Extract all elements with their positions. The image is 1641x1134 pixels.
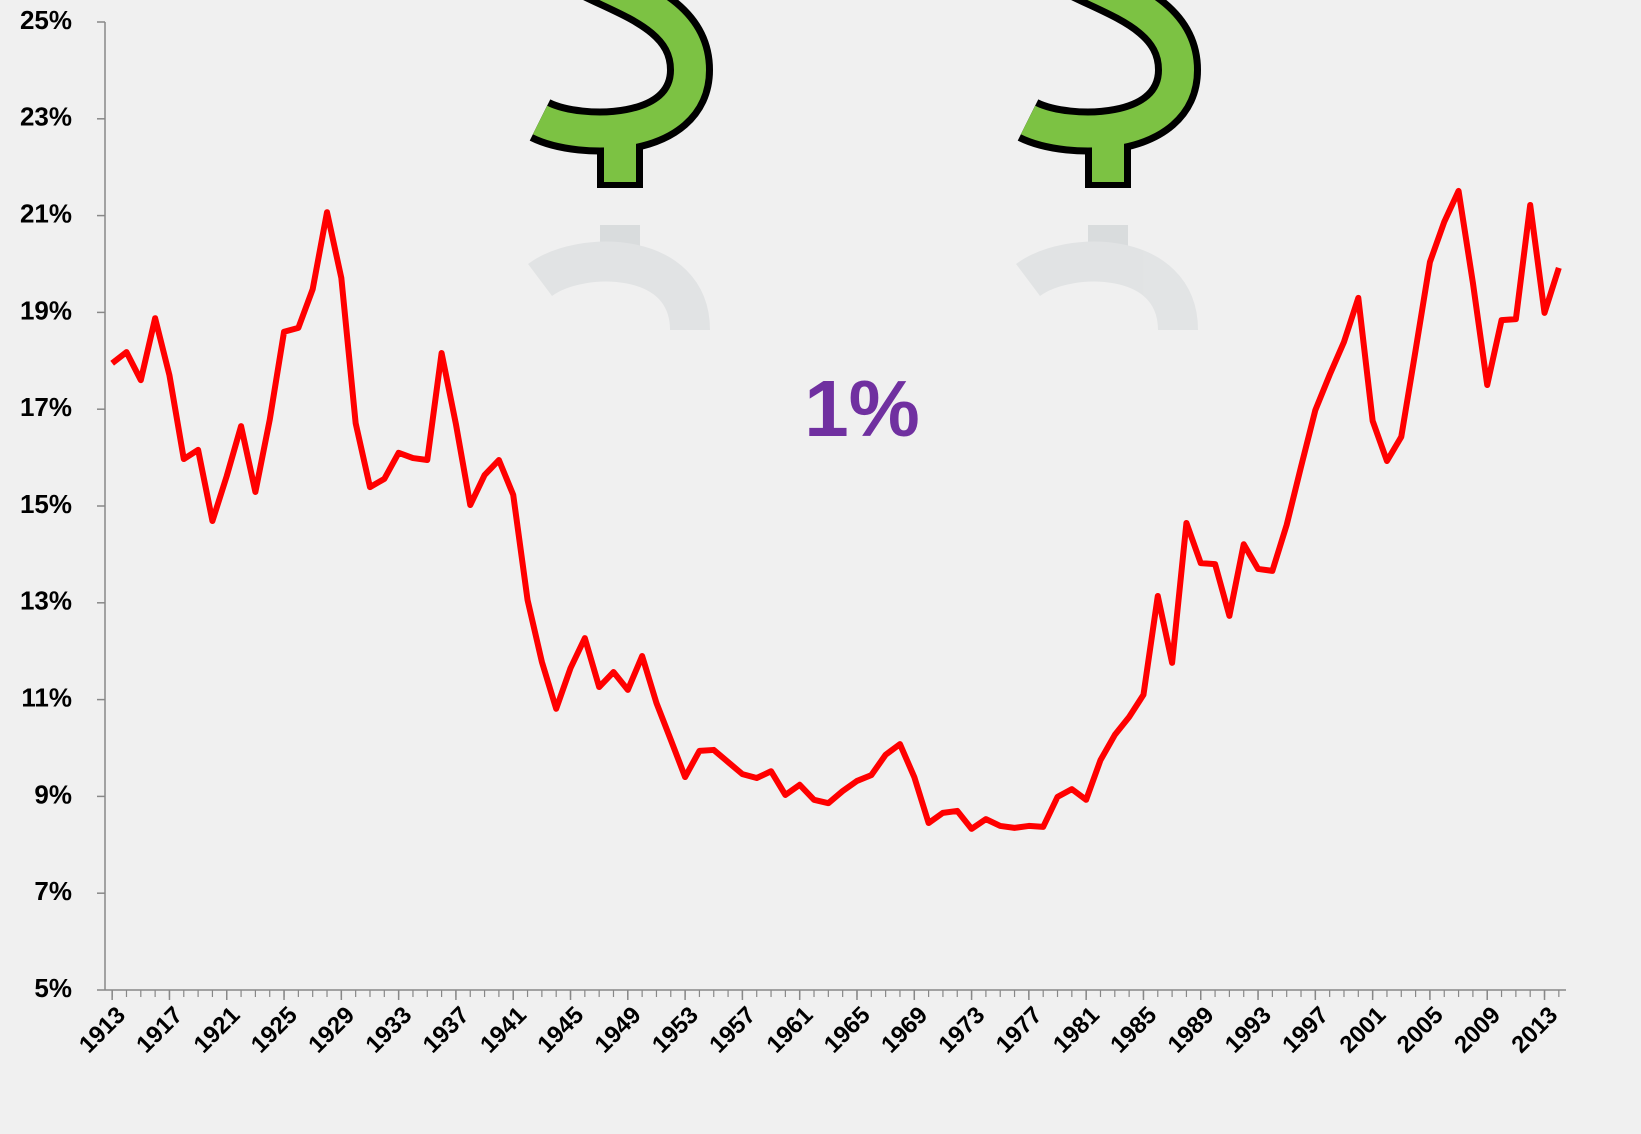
- x-tick-label: 1929: [303, 1002, 360, 1059]
- y-tick-label: 21%: [20, 198, 72, 228]
- x-tick-label: 1965: [819, 1002, 876, 1059]
- y-tick-label: 19%: [20, 295, 72, 325]
- x-tick-label: 1989: [1163, 1002, 1220, 1059]
- line-series: [112, 191, 1559, 829]
- x-tick-label: 1961: [762, 1002, 819, 1059]
- y-tick-label: 15%: [20, 489, 72, 519]
- x-tick-label: 1977: [991, 1002, 1048, 1059]
- x-tick-label: 1941: [475, 1002, 532, 1059]
- y-tick-label: 5%: [34, 973, 72, 1003]
- y-tick-label: 25%: [20, 5, 72, 35]
- y-tick-label: 13%: [20, 586, 72, 616]
- x-tick-label: 2009: [1449, 1002, 1506, 1059]
- x-tick-label: 1933: [361, 1002, 418, 1059]
- x-tick-label: 1913: [74, 1002, 131, 1059]
- x-tick-label: 1937: [418, 1002, 475, 1059]
- x-tick-label: 2001: [1335, 1002, 1392, 1059]
- x-tick-label: 1981: [1048, 1002, 1105, 1059]
- x-tick-label: 1969: [876, 1002, 933, 1059]
- dollar-icon: [1028, 0, 1178, 330]
- x-tick-label: 2013: [1506, 1002, 1563, 1059]
- x-tick-label: 1945: [532, 1002, 589, 1059]
- x-tick-label: 1985: [1105, 1002, 1162, 1059]
- x-tick-label: 1973: [933, 1002, 990, 1059]
- y-tick-label: 23%: [20, 102, 72, 132]
- x-tick-label: 1997: [1277, 1002, 1334, 1059]
- x-tick-label: 2005: [1392, 1002, 1449, 1059]
- y-tick-label: 9%: [34, 779, 72, 809]
- x-tick-label: 1953: [647, 1002, 704, 1059]
- dollar-icon: [540, 0, 690, 330]
- x-tick-label: 1921: [189, 1002, 246, 1059]
- annotation: 1%: [804, 364, 920, 453]
- chart: 1% 5% 7% 9% 11% 13% 15% 17% 19% 21% 23% 25% 1913191…: [0, 0, 1641, 1134]
- x-tick-label: 1925: [246, 1002, 303, 1059]
- x-tick-label: 1949: [590, 1002, 647, 1059]
- y-tick-label: 7%: [34, 876, 72, 906]
- x-tick-label: 1917: [131, 1002, 188, 1059]
- y-tick-label: 11%: [21, 682, 72, 712]
- y-tick-label: 17%: [20, 392, 72, 422]
- x-tick-label: 1993: [1220, 1002, 1277, 1059]
- x-tick-label: 1957: [704, 1002, 761, 1059]
